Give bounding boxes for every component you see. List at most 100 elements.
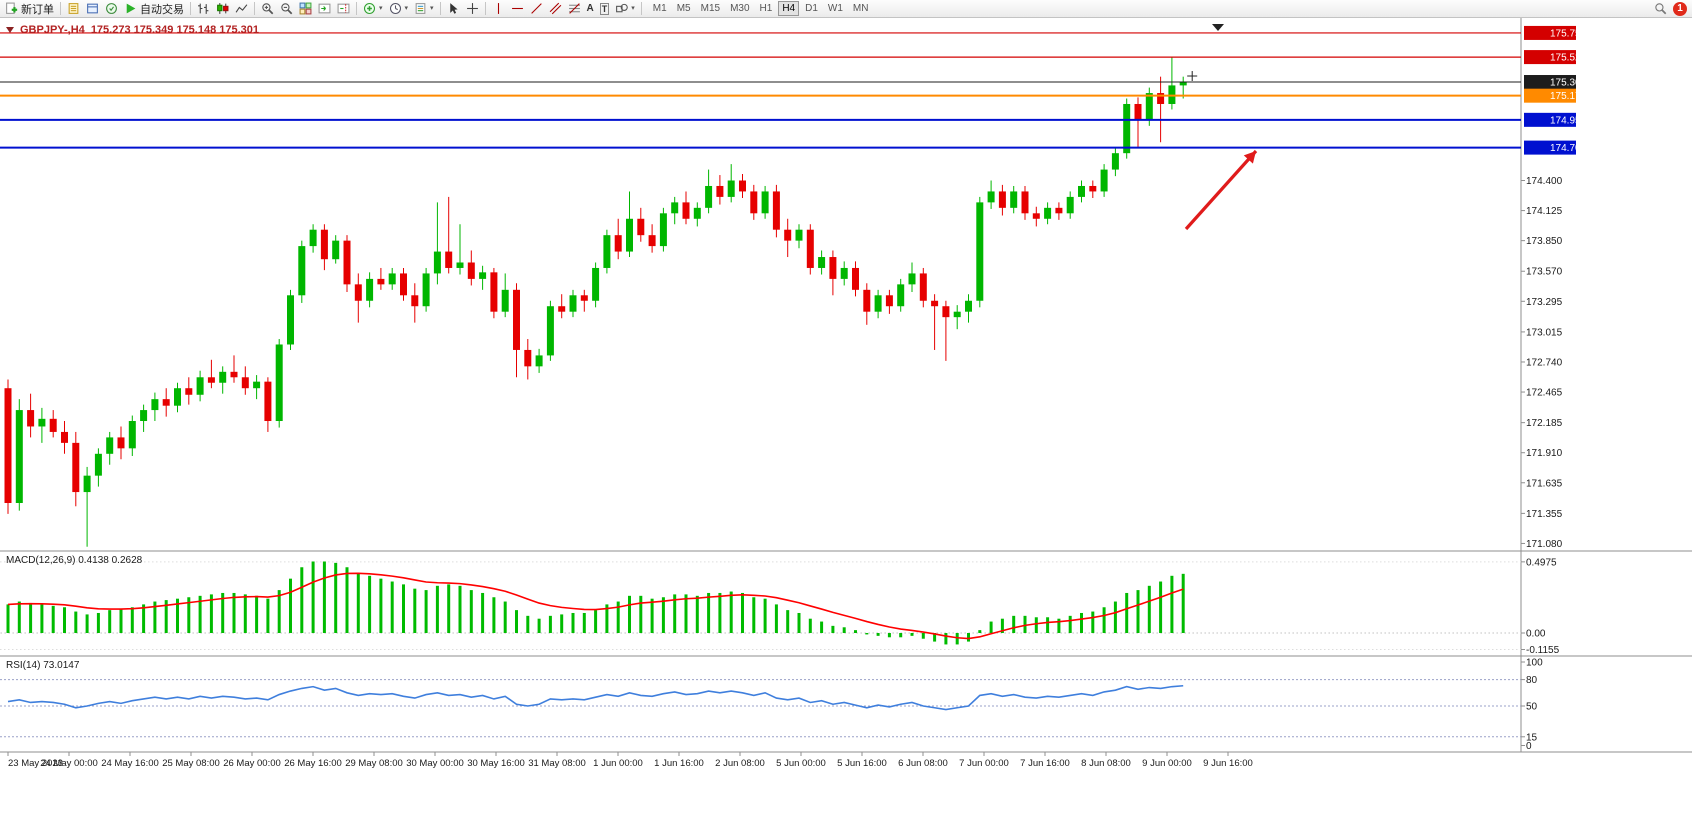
chart-window: 174.400 174.125 173.850 173.570 173.295 173.0… — [0, 18, 1692, 837]
timeframe-button-w1[interactable]: W1 — [824, 1, 847, 16]
depth-of-market-icon — [68, 3, 79, 14]
svg-text:24 May 16:00: 24 May 16:00 — [101, 758, 159, 769]
svg-text:171.635: 171.635 — [1526, 478, 1563, 489]
price-scale[interactable]: 174.400 174.125 173.850 173.570 173.295 173.0… — [1521, 176, 1563, 550]
svg-text:175.176: 175.176 — [1550, 91, 1587, 102]
bar-chart-button[interactable] — [194, 0, 213, 17]
toolbar-separator — [254, 2, 255, 15]
trendline-button[interactable] — [527, 0, 546, 17]
annotation-arrow-head[interactable] — [1243, 151, 1256, 164]
timeframe-button-h4[interactable]: H4 — [778, 1, 800, 16]
svg-text:5 Jun 00:00: 5 Jun 00:00 — [776, 758, 826, 769]
timeframe-button-m30[interactable]: M30 — [726, 1, 753, 16]
timeframe-button-m15[interactable]: M15 — [697, 1, 724, 16]
crosshair-button[interactable] — [463, 0, 482, 17]
notification-badge[interactable]: 1 — [1673, 1, 1687, 16]
chart-shift-marker[interactable] — [1212, 24, 1224, 31]
svg-text:172.740: 172.740 — [1526, 357, 1563, 368]
zoom-in-button[interactable] — [258, 0, 277, 17]
trendline-icon — [530, 3, 542, 14]
crosshair-marker — [1187, 71, 1198, 82]
svg-text:173.015: 173.015 — [1526, 327, 1563, 338]
indicators-button[interactable]: ▾ — [360, 0, 386, 17]
text-tool-button[interactable]: A — [584, 0, 597, 17]
templates-button[interactable]: ▾ — [411, 0, 437, 17]
vertical-line-button[interactable] — [489, 0, 508, 17]
chart-shift-icon — [337, 3, 350, 14]
chart-canvas[interactable]: 174.400 174.125 173.850 173.570 173.295 173.0… — [0, 18, 1692, 837]
fibonacci-icon — [568, 3, 580, 14]
new-order-label: 新订单 — [21, 3, 54, 16]
channel-button[interactable] — [546, 0, 565, 17]
timeframe-button-d1[interactable]: D1 — [801, 1, 822, 16]
candlestick-chart-button[interactable] — [213, 0, 232, 17]
svg-text:8 Jun 08:00: 8 Jun 08:00 — [1081, 758, 1131, 769]
chart-shift-button[interactable] — [334, 0, 353, 17]
candles — [4, 56, 1187, 547]
svg-text:30 May 16:00: 30 May 16:00 — [467, 758, 525, 769]
svg-text:173.295: 173.295 — [1526, 297, 1563, 308]
search-button[interactable] — [1651, 0, 1670, 17]
price-line-badge[interactable] — [1524, 140, 1576, 155]
depth-of-market-button[interactable] — [64, 0, 83, 17]
zoom-out-button[interactable] — [277, 0, 296, 17]
price-line-badge[interactable] — [1524, 50, 1576, 65]
template-icon — [415, 3, 426, 14]
price-line-badge[interactable] — [1524, 75, 1576, 90]
timeframe-button-m1[interactable]: M1 — [649, 1, 671, 16]
timeframe-button-h1[interactable]: H1 — [756, 1, 777, 16]
line-chart-button[interactable] — [232, 0, 251, 17]
svg-text:7 Jun 16:00: 7 Jun 16:00 — [1020, 758, 1070, 769]
tile-windows-icon — [299, 2, 312, 15]
cursor-button[interactable] — [444, 0, 463, 17]
new-order-icon — [6, 2, 18, 14]
crosshair-icon — [466, 3, 478, 14]
auto-scroll-button[interactable] — [315, 0, 334, 17]
toolbar-separator — [640, 2, 642, 15]
bar-chart-icon — [198, 3, 209, 14]
svg-text:172.185: 172.185 — [1526, 418, 1563, 429]
text-label-icon: T — [599, 2, 610, 15]
auto-trading-button[interactable]: 自动交易 — [121, 0, 187, 17]
tile-windows-button[interactable] — [296, 0, 315, 17]
fibonacci-button[interactable] — [565, 0, 584, 17]
annotation-arrow[interactable] — [1184, 149, 1258, 231]
rsi-panel: 100 80 50 150 — [0, 658, 1543, 752]
svg-text:173.570: 173.570 — [1526, 267, 1563, 278]
shapes-icon — [616, 3, 629, 13]
horizontal-line-icon — [511, 7, 523, 10]
macd-panel: 0.4975 0.00 -0.1155 — [0, 557, 1560, 656]
svg-text:171.080: 171.080 — [1526, 539, 1563, 550]
price-line-badge[interactable] — [1524, 112, 1576, 127]
svg-text:-0.1155: -0.1155 — [1526, 645, 1560, 656]
svg-text:6 Jun 08:00: 6 Jun 08:00 — [898, 758, 948, 769]
toolbar-separator — [190, 2, 191, 15]
svg-text:29 May 08:00: 29 May 08:00 — [345, 758, 403, 769]
svg-text:0: 0 — [1526, 741, 1532, 752]
svg-text:174.701: 174.701 — [1550, 143, 1587, 154]
svg-text:0.00: 0.00 — [1526, 629, 1546, 640]
strategy-tester-button[interactable] — [102, 0, 121, 17]
shapes-button[interactable]: ▾ — [612, 0, 638, 17]
svg-text:174.400: 174.400 — [1526, 176, 1563, 187]
svg-text:175.301: 175.301 — [1550, 78, 1587, 89]
terminal-button[interactable] — [83, 0, 102, 17]
toolbar-separator — [60, 2, 61, 15]
svg-text:9 Jun 16:00: 9 Jun 16:00 — [1203, 758, 1253, 769]
toolbar-separator — [484, 2, 486, 15]
price-line-badge[interactable] — [1524, 88, 1576, 103]
macd-signal-line — [7, 572, 1184, 640]
horizontal-line-button[interactable] — [508, 0, 527, 17]
svg-text:30 May 00:00: 30 May 00:00 — [406, 758, 464, 769]
svg-text:2 Jun 08:00: 2 Jun 08:00 — [715, 758, 765, 769]
main-toolbar: 新订单 自动交易 ▾ ▾ — [0, 0, 1692, 18]
timeframe-button-mn[interactable]: MN — [849, 1, 873, 16]
price-line-badge[interactable] — [1524, 25, 1576, 40]
timeframe-button-m5[interactable]: M5 — [673, 1, 695, 16]
strategy-tester-icon — [106, 3, 117, 14]
periods-button[interactable]: ▾ — [386, 0, 412, 17]
new-order-button[interactable]: 新订单 — [2, 0, 57, 17]
svg-text:171.355: 171.355 — [1526, 509, 1563, 520]
text-label-button[interactable]: T — [597, 0, 613, 17]
